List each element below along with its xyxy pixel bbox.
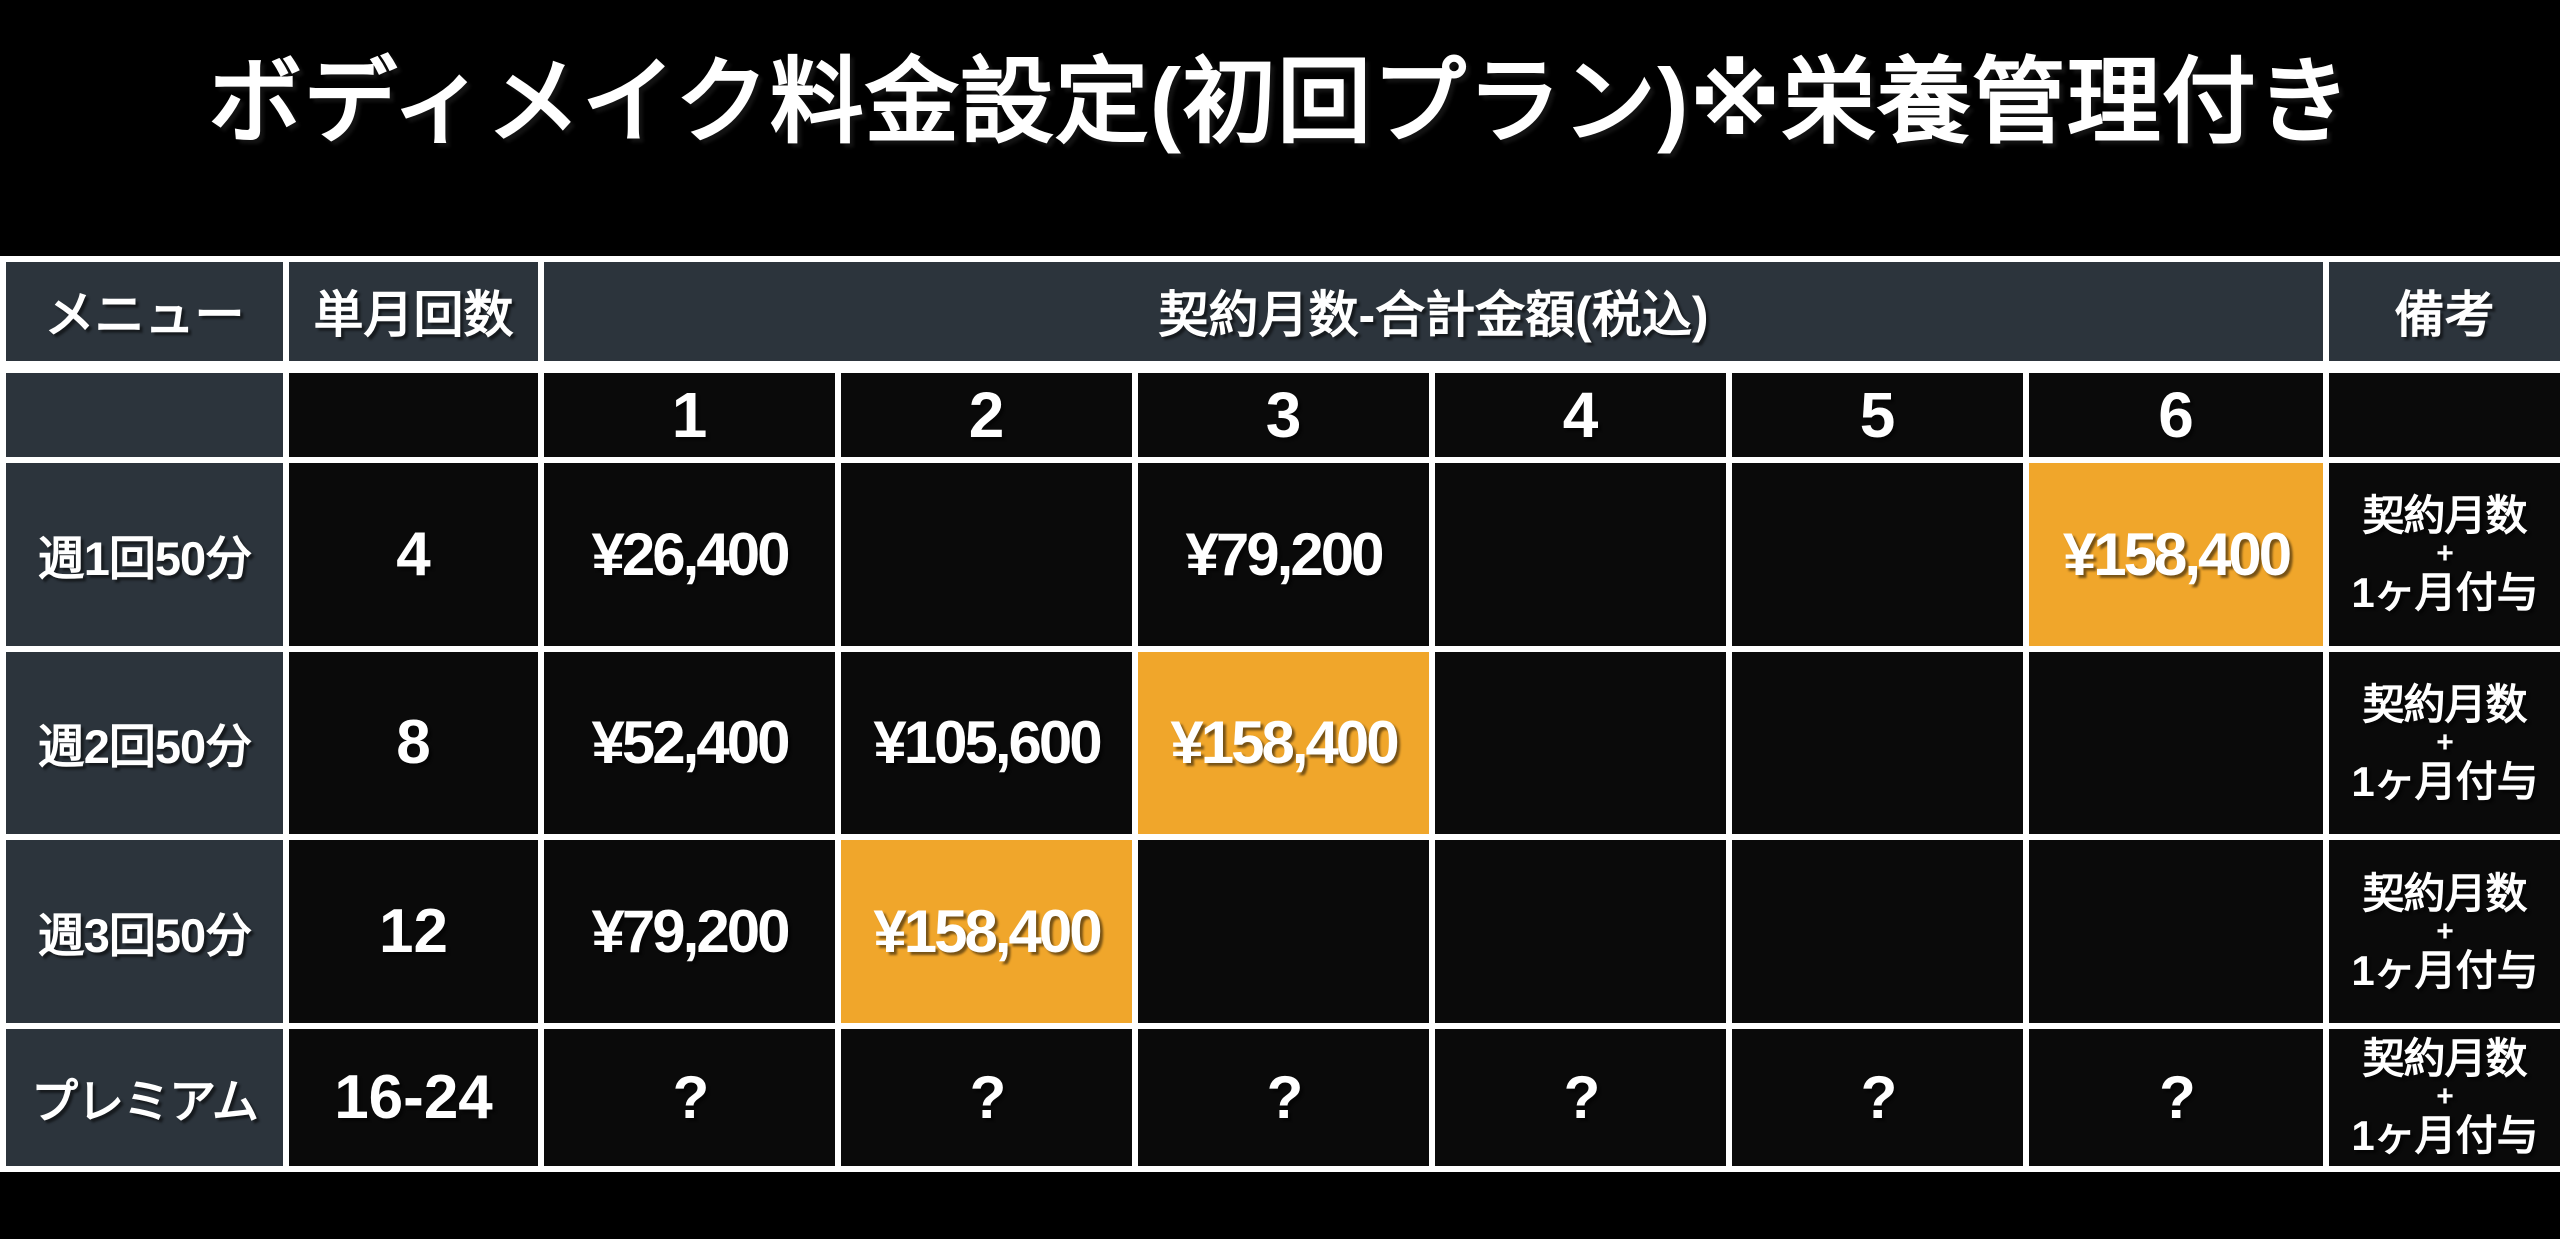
price-cell-0-4	[1726, 457, 2029, 652]
price-cell-2-4	[1726, 834, 2029, 1029]
table-row-week1: 週1回50分 4 ¥26,400 ¥79,200 ¥158,400 契約月数 +…	[0, 457, 2560, 652]
note-line-months: 契約月数	[2362, 492, 2528, 540]
count-cell-premium: 16-24	[283, 1022, 544, 1173]
price-cell-2-0: ¥79,200	[538, 834, 841, 1029]
price-cell-0-0: ¥26,400	[538, 457, 841, 652]
header-monthly-count: 単月回数	[283, 256, 544, 373]
note-cell-week2: 契約月数 + 1ヶ月付与	[2323, 645, 2560, 841]
note-cell-premium: 契約月数 + 1ヶ月付与	[2323, 1022, 2560, 1173]
count-cell-week2: 8	[283, 645, 544, 841]
price-cell-2-5	[2022, 834, 2330, 1029]
note-line-bonus: 1ヶ月付与	[2351, 757, 2538, 805]
menu-cell-premium: プレミアム	[0, 1022, 289, 1173]
price-cell-3-1: ?	[835, 1022, 1138, 1173]
note-plus-sign: +	[2436, 1080, 2454, 1114]
header-menu: メニュー	[0, 256, 289, 373]
price-cell-3-0: ?	[538, 1022, 841, 1173]
price-cell-2-2	[1132, 834, 1435, 1029]
price-cell-1-2: ¥158,400	[1132, 645, 1435, 841]
month-number-row: 1 2 3 4 5 6	[0, 363, 2560, 464]
month-number-1: 1	[538, 363, 841, 464]
price-cell-1-1: ¥105,600	[835, 645, 1138, 841]
price-cell-2-3	[1429, 834, 1732, 1029]
price-cell-0-1	[835, 457, 1138, 652]
note-line-bonus: 1ヶ月付与	[2351, 569, 2538, 617]
table-row-week2: 週2回50分 8 ¥52,400 ¥105,600 ¥158,400 契約月数 …	[0, 645, 2560, 841]
table-row-premium: プレミアム 16-24 ? ? ? ? ? ? 契約月数 + 1ヶ月付与	[0, 1022, 2560, 1173]
price-cell-0-2: ¥79,200	[1132, 457, 1435, 652]
menu-cell-week1: 週1回50分	[0, 457, 289, 652]
price-cell-3-2: ?	[1132, 1022, 1435, 1173]
price-cell-1-0: ¥52,400	[538, 645, 841, 841]
count-cell-week1: 4	[283, 457, 544, 652]
price-cell-2-1: ¥158,400	[835, 834, 1138, 1029]
note-plus-sign: +	[2436, 537, 2454, 571]
note-line-months: 契約月数	[2362, 680, 2528, 728]
price-cell-3-3: ?	[1429, 1022, 1732, 1173]
price-cell-0-3	[1429, 457, 1732, 652]
notes-spacer-cell	[2323, 363, 2560, 464]
price-cell-0-5: ¥158,400	[2022, 457, 2330, 652]
header-contract-months: 契約月数-合計金額(税込)	[537, 256, 2330, 373]
table-header-row: メニュー 単月回数 契約月数-合計金額(税込) 備考	[0, 256, 2560, 373]
note-cell-week3: 契約月数 + 1ヶ月付与	[2323, 834, 2560, 1029]
price-cell-3-4: ?	[1726, 1022, 2029, 1173]
title-area: ボディメイク料金設定(初回プラン)※栄養管理付き	[0, 0, 2560, 256]
note-plus-sign: +	[2436, 725, 2454, 759]
price-cell-3-5: ?	[2022, 1022, 2330, 1173]
month-number-3: 3	[1132, 363, 1435, 464]
month-number-4: 4	[1429, 363, 1732, 464]
page-title: ボディメイク料金設定(初回プラン)※栄養管理付き	[208, 49, 2352, 154]
note-line-bonus: 1ヶ月付与	[2351, 946, 2538, 994]
price-cell-1-5	[2022, 645, 2330, 841]
note-cell-week1: 契約月数 + 1ヶ月付与	[2323, 457, 2560, 652]
pricing-table: メニュー 単月回数 契約月数-合計金額(税込) 備考 1 2 3 4 5 6 週…	[0, 256, 2560, 1173]
note-plus-sign: +	[2436, 914, 2454, 948]
price-cell-1-4	[1726, 645, 2029, 841]
month-number-2: 2	[835, 363, 1138, 464]
menu-cell-week2: 週2回50分	[0, 645, 289, 841]
month-number-6: 6	[2022, 363, 2330, 464]
menu-spacer-cell	[0, 363, 289, 464]
month-number-5: 5	[1726, 363, 2029, 464]
header-notes: 備考	[2323, 256, 2560, 373]
price-cell-1-3	[1429, 645, 1732, 841]
note-line-bonus: 1ヶ月付与	[2351, 1112, 2538, 1160]
note-line-months: 契約月数	[2362, 869, 2528, 917]
table-row-week3: 週3回50分 12 ¥79,200 ¥158,400 契約月数 + 1ヶ月付与	[0, 834, 2560, 1029]
count-cell-week3: 12	[283, 834, 544, 1029]
menu-cell-week3: 週3回50分	[0, 834, 289, 1029]
count-spacer-cell	[283, 363, 544, 464]
note-line-months: 契約月数	[2362, 1035, 2528, 1083]
